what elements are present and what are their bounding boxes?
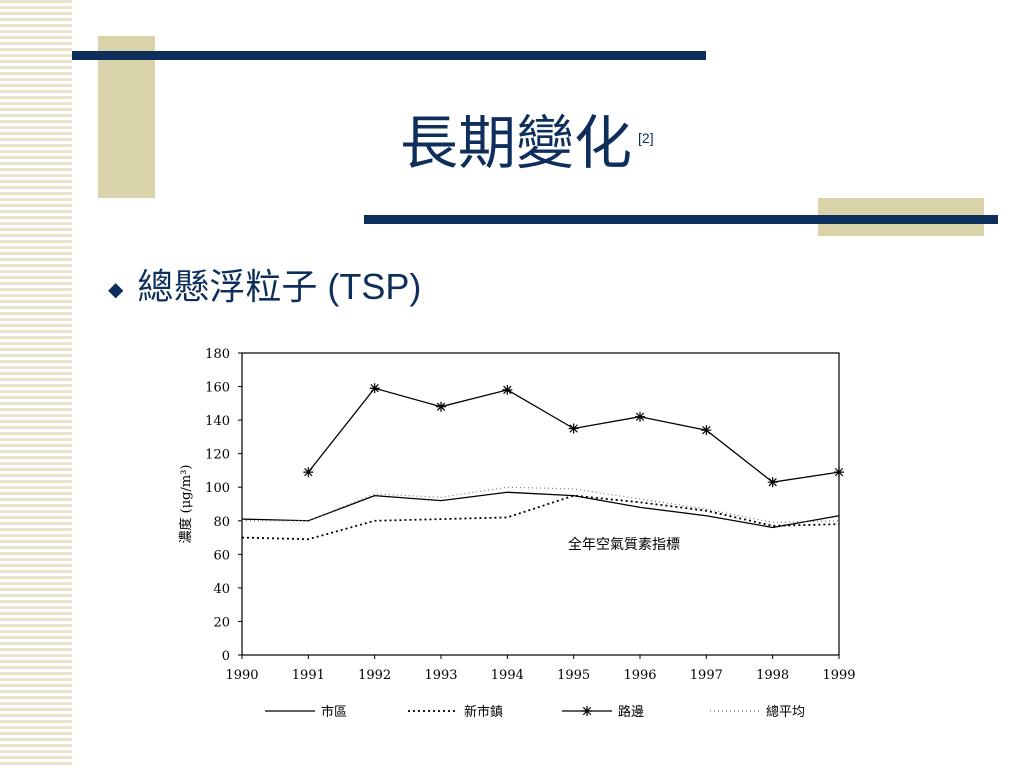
x-tick-label: 1992 [358, 668, 391, 683]
top-rule [72, 51, 706, 60]
legend-label: 總平均 [766, 704, 805, 720]
data-series [241, 383, 844, 541]
star-marker [303, 467, 314, 478]
series-line-2 [307, 387, 840, 483]
chart-legend: 市區 新市鎮 路邊 總平均 [265, 704, 805, 720]
x-tick-label: 1990 [225, 668, 258, 683]
y-tick-label: 100 [205, 481, 230, 496]
star-marker [767, 477, 778, 488]
star-marker [568, 423, 579, 434]
y-tick-label: 60 [213, 548, 230, 563]
title-reference: [2] [638, 129, 654, 146]
y-tick-label: 0 [222, 649, 230, 664]
x-tick-label: 1994 [491, 668, 524, 683]
star-marker [436, 401, 446, 412]
star-marker [582, 706, 592, 716]
x-tick-label: 1991 [292, 668, 325, 683]
star-marker [369, 383, 380, 394]
slide-title-text: 長期變化 [400, 109, 633, 177]
title-accent-block [98, 36, 155, 198]
y-tick-label: 20 [213, 615, 230, 630]
x-tick-label: 1998 [756, 668, 789, 683]
y-tick-label: 180 [205, 347, 230, 362]
y-tick-label: 120 [205, 448, 230, 463]
chart-annotation: 全年空氣質素指標 [568, 536, 680, 553]
bullet-text: 總懸浮粒子 (TSP) [137, 266, 422, 307]
x-tick-label: 1995 [557, 668, 590, 683]
series-line-0 [241, 491, 840, 529]
x-tick-label: 1997 [690, 668, 723, 683]
bullet-item: ◆ 總懸浮粒子 (TSP) [108, 258, 421, 310]
series-line-1 [241, 494, 840, 541]
legend-label: 市區 [321, 704, 347, 720]
series-line-3 [242, 486, 840, 524]
y-tick-label: 160 [205, 381, 230, 396]
left-stripe-decoration [0, 0, 72, 768]
x-tick-label: 1993 [424, 668, 457, 683]
y-tick-label: 80 [213, 515, 230, 530]
plot-frame [241, 352, 840, 656]
y-tick-label: 40 [213, 582, 230, 597]
legend-label: 新市鎮 [464, 704, 503, 720]
star-marker [834, 467, 844, 478]
x-tick-label: 1996 [623, 668, 656, 683]
y-tick-label: 140 [205, 414, 230, 429]
legend-label: 路邊 [618, 704, 644, 720]
y-axis-label: 濃度 (μg/m³) [178, 465, 194, 544]
diamond-bullet-icon: ◆ [108, 278, 124, 301]
x-tick-label: 1999 [822, 668, 855, 683]
star-marker [502, 384, 513, 395]
star-marker [701, 425, 712, 436]
bottom-rule [364, 215, 998, 224]
y-axis-ticks: 0 20 40 60 80 100 120 140 160 180 [205, 347, 242, 664]
x-axis-ticks: 1990 1991 1992 1993 1994 1995 1996 1997 1998 1999 [225, 655, 856, 683]
star-marker [635, 411, 645, 422]
slide-title: 長期變化 [2] [400, 96, 740, 180]
